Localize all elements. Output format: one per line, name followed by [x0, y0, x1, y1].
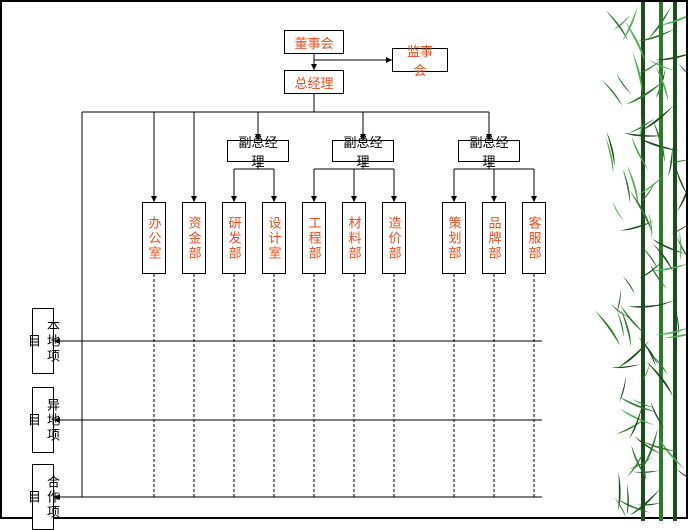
node-dept: 策划部: [442, 202, 466, 274]
node-vgm: 副总经理: [227, 140, 289, 162]
node-dept: 造价部: [382, 202, 406, 274]
node-vgm: 副总经理: [458, 140, 520, 162]
node-general-manager: 总经理: [284, 70, 344, 94]
node-dept: 设计室: [262, 202, 286, 274]
node-dept: 资金部: [182, 202, 206, 274]
node-vgm: 副总经理: [332, 140, 394, 162]
node-dept: 研发部: [222, 202, 246, 274]
node-dept: 品牌部: [482, 202, 506, 274]
node-project: 异地项目: [32, 387, 54, 453]
node-board: 董事会: [284, 30, 344, 54]
bamboo-decoration: [571, 2, 686, 521]
node-dept: 材料部: [342, 202, 366, 274]
node-project: 合作项目: [32, 464, 54, 530]
node-project: 本地项目: [32, 308, 54, 374]
node-supervisor: 监事会: [392, 48, 448, 72]
node-dept: 工程部: [302, 202, 326, 274]
node-dept: 客服部: [522, 202, 546, 274]
node-dept: 办公室: [142, 202, 166, 274]
